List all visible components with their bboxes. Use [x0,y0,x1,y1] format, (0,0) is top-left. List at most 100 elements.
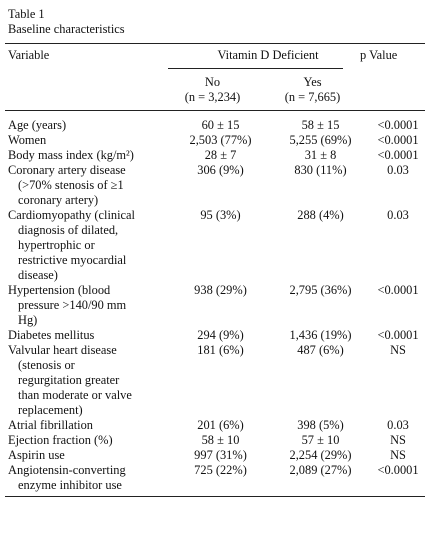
variable-label-continued: coronary artery) [18,193,99,207]
header-group: Vitamin D Deficient [217,48,319,62]
variable-label-continued: hypertrophic or [18,238,95,252]
table-row: Age (years) 60 ± 15 58 ± 15 <0.0001 [5,118,428,133]
variable-label-continued: disease) [18,268,58,282]
row-variable: Aspirin use [5,448,168,463]
bottom-rule [5,496,425,497]
top-rule [5,43,425,44]
table-row: Aspirin use 997 (31%) 2,254 (29%) NS [5,448,428,463]
value-no: 294 (9%) [197,328,244,342]
variable-label-continued: Hg) [18,313,38,327]
variable-label: Valvular heart disease [8,343,117,357]
row-variable: Ejection fraction (%) [5,433,168,448]
row-variable: Hypertension (blood pressure >140/90 mm Hg… [5,283,168,328]
header-p-value: p Value [360,48,398,62]
row-variable: Women [5,133,168,148]
value-no: 95 (3%) [200,208,241,222]
variable-label: Ejection fraction (%) [8,433,113,447]
variable-label-continued: replacement) [18,403,83,417]
row-variable: Angiotensin-converting enzyme inhibitor u… [5,463,168,493]
table-row: Ejection fraction (%) 58 ± 10 57 ± 10 NS [5,433,428,448]
value-p: <0.0001 [377,328,419,342]
value-yes: 487 (6%) [297,343,344,357]
variable-label-continued: diagnosis of dilated, [18,223,119,237]
value-yes: 2,089 (27%) [289,463,352,477]
variable-label-continued: (>70% stenosis of ≥1 [18,178,124,192]
value-no: 201 (6%) [197,418,244,432]
value-yes: 2,254 (29%) [289,448,352,462]
table-row: Hypertension (blood pressure >140/90 mm Hg… [5,283,428,328]
row-variable: Cardiomyopathy (clinical diagnosis of dil… [5,208,168,283]
header-variable: Variable [8,48,50,62]
value-yes: 31 ± 8 [304,148,337,162]
value-yes: 5,255 (69%) [289,133,352,147]
row-variable: Age (years) [5,118,168,133]
value-p: <0.0001 [377,283,419,297]
value-p: NS [390,343,406,357]
variable-label: Cardiomyopathy (clinical [8,208,135,222]
row-variable: Atrial fibrillation [5,418,168,433]
table-row: Cardiomyopathy (clinical diagnosis of dil… [5,208,428,283]
row-variable: Body mass index (kg/m²) [5,148,168,163]
variable-label: Women [8,133,47,147]
value-no: 28 ± 7 [204,148,237,162]
value-yes: 398 (5%) [297,418,344,432]
variable-label-continued: regurgitation greater [18,373,120,387]
value-p: <0.0001 [377,463,419,477]
value-yes: 830 (11%) [294,163,347,177]
value-yes: 58 ± 15 [301,118,340,132]
variable-label: Hypertension (blood [8,283,111,297]
row-variable: Diabetes mellitus [5,328,168,343]
row-variable: Coronary artery disease (>70% stenosis of… [5,163,168,208]
table-row: Diabetes mellitus 294 (9%) 1,436 (19%) <0.0… [5,328,428,343]
value-no: 997 (31%) [194,448,247,462]
data-table: Age (years) 60 ± 15 58 ± 15 <0.0001 Women 2,5… [5,118,428,493]
variable-label: Coronary artery disease [8,163,126,177]
variable-label: Atrial fibrillation [8,418,93,432]
value-yes: 57 ± 10 [301,433,340,447]
table-row: Valvular heart disease (stenosis or regurg… [5,343,428,418]
variable-label: Angiotensin-converting [8,463,126,477]
value-p: NS [390,433,406,447]
value-no: 2,503 (77%) [189,133,252,147]
variable-label: Diabetes mellitus [8,328,95,342]
group-rule [168,68,343,69]
variable-label-continued: than moderate or valve [18,388,132,402]
table-label: Table 1 [8,7,45,21]
value-no: 725 (22%) [194,463,247,477]
header-col-no: No [204,75,221,89]
value-p: <0.0001 [377,118,419,132]
table-title: Baseline characteristics [8,22,125,36]
value-p: 0.03 [387,418,409,432]
variable-label-continued: (stenosis or [18,358,75,372]
variable-label: Aspirin use [8,448,65,462]
value-no: 181 (6%) [197,343,244,357]
value-yes: 1,436 (19%) [289,328,352,342]
value-p: 0.03 [387,208,409,222]
variable-label: Body mass index (kg/m²) [8,148,134,162]
value-yes: 2,795 (36%) [289,283,352,297]
value-no: 58 ± 10 [201,433,240,447]
value-p: NS [390,448,406,462]
row-variable: Valvular heart disease (stenosis or regurg… [5,343,168,418]
value-p: <0.0001 [377,148,419,162]
header-col-yes: Yes [303,75,322,89]
header-col-no-n: (n = 3,234) [184,90,241,104]
table-row: Women 2,503 (77%) 5,255 (69%) <0.0001 [5,133,428,148]
value-yes: 288 (4%) [297,208,344,222]
value-no: 306 (9%) [197,163,244,177]
value-p: <0.0001 [377,133,419,147]
table-row: Body mass index (kg/m²) 28 ± 7 31 ± 8 <0.00… [5,148,428,163]
table-row: Atrial fibrillation 201 (6%) 398 (5%) 0.03 [5,418,428,433]
header-rule [5,110,425,111]
variable-label-continued: pressure >140/90 mm [18,298,127,312]
variable-label-continued: restrictive myocardial [18,253,127,267]
variable-label-continued: enzyme inhibitor use [18,478,122,492]
header-col-yes-n: (n = 7,665) [284,90,341,104]
variable-label: Age (years) [8,118,67,132]
table-row: Angiotensin-converting enzyme inhibitor u… [5,463,428,493]
value-no: 60 ± 15 [201,118,240,132]
value-p: 0.03 [387,163,409,177]
table-row: Coronary artery disease (>70% stenosis of… [5,163,428,208]
table-caption: Table 1 Baseline characteristics [8,7,125,37]
